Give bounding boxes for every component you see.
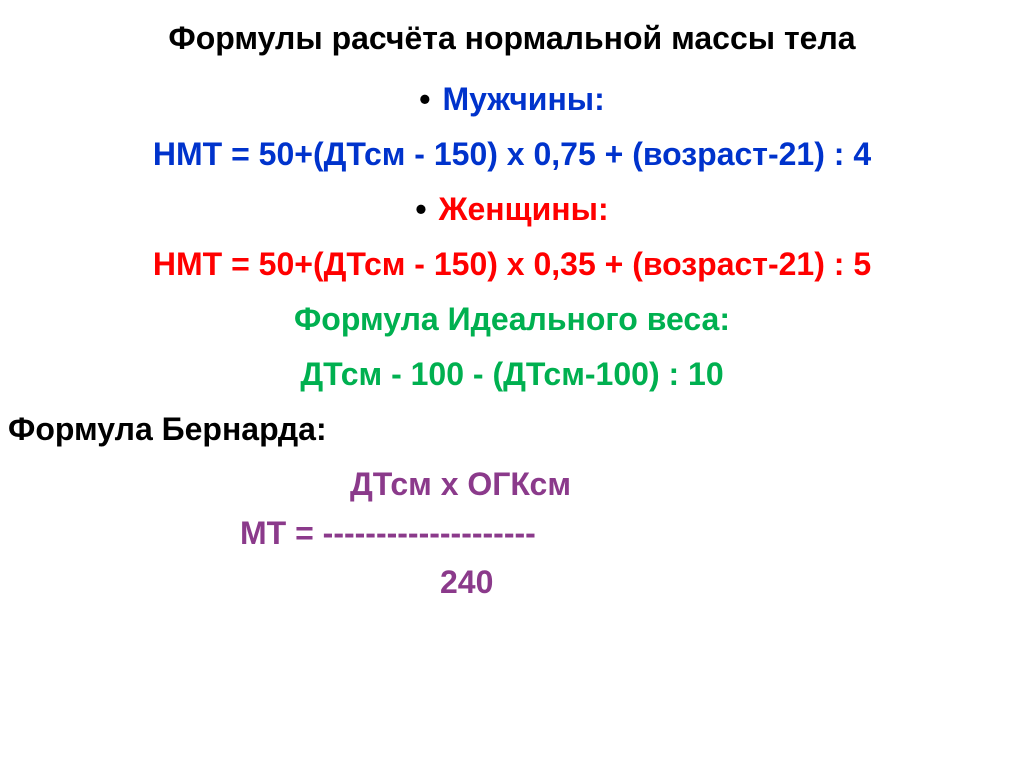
women-label-line: • Женщины: — [0, 191, 1024, 228]
bernard-denominator: 240 — [0, 564, 1024, 601]
bernard-numerator: ДТсм х ОГКсм — [0, 466, 1024, 503]
women-formula: НМТ = 50+(ДТсм - 150) х 0,35 + (возраст-… — [0, 246, 1024, 283]
ideal-weight-label: Формула Идеального веса: — [0, 301, 1024, 338]
bernard-equals-line: МТ = -------------------- — [0, 515, 1024, 552]
men-label-line: • Мужчины: — [0, 81, 1024, 118]
bullet-icon: • — [415, 191, 426, 228]
men-label: Мужчины: — [442, 81, 604, 117]
slide-title: Формулы расчёта нормальной массы тела — [0, 20, 1024, 57]
women-label: Женщины: — [439, 191, 609, 227]
men-formula: НМТ = 50+(ДТсм - 150) х 0,75 + (возраст-… — [0, 136, 1024, 173]
bernard-label: Формула Бернарда: — [0, 411, 1024, 448]
bullet-icon: • — [419, 81, 430, 118]
ideal-weight-formula: ДТсм - 100 - (ДТсм-100) : 10 — [0, 356, 1024, 393]
